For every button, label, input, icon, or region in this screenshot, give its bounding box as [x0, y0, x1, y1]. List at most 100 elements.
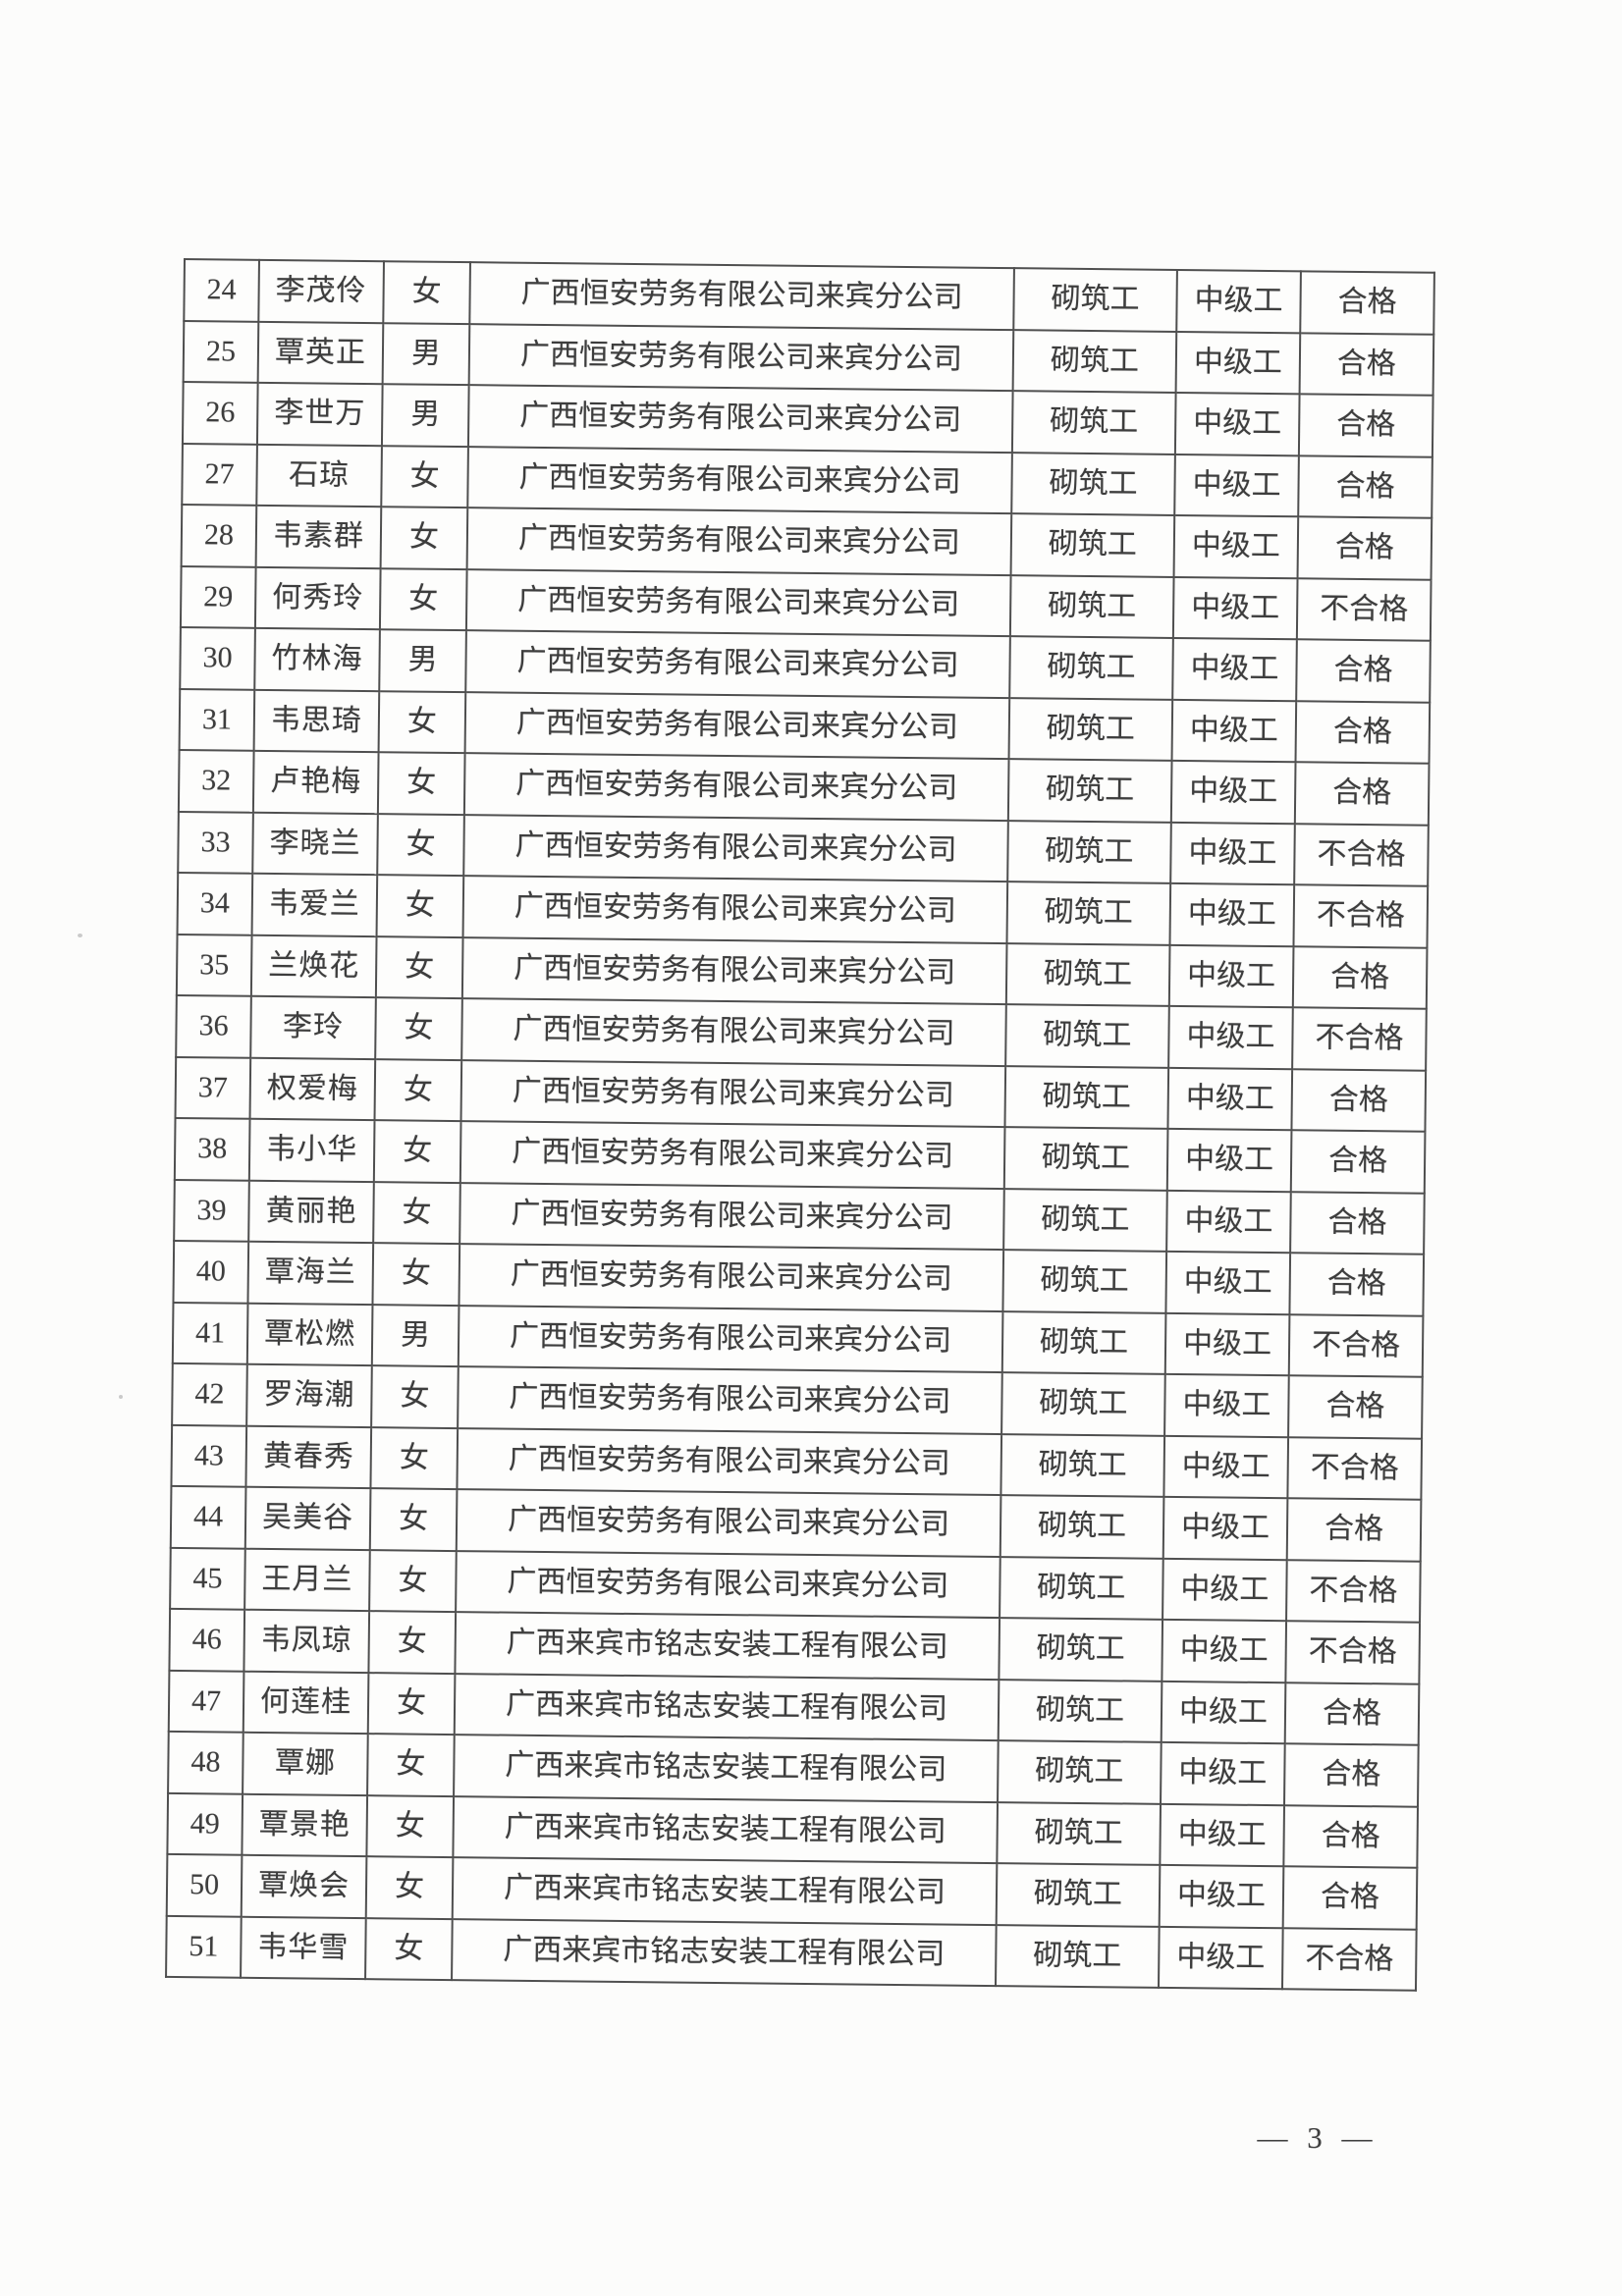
cell-result: 不合格: [1285, 1621, 1421, 1684]
cell-company: 广西来宾市铭志安装工程有限公司: [452, 1857, 998, 1925]
cell-name: 罗海潮: [246, 1363, 372, 1427]
cell-result: 不合格: [1293, 884, 1429, 948]
cell-name: 李茂伶: [258, 259, 384, 323]
cell-company: 广西来宾市铭志安装工程有限公司: [453, 1795, 999, 1864]
cell-no: 42: [172, 1362, 247, 1426]
cell-gender: 女: [369, 1488, 458, 1551]
cell-result: 合格: [1284, 1743, 1419, 1807]
cell-company: 广西恒安劳务有限公司来宾分公司: [465, 568, 1011, 637]
cell-result: 不合格: [1292, 1007, 1427, 1071]
cell-no: 51: [166, 1915, 242, 1978]
cell-level: 中级工: [1170, 760, 1296, 824]
cell-result: 不合格: [1294, 823, 1429, 886]
cell-company: 广西恒安劳务有限公司来宾分公司: [465, 630, 1010, 698]
cell-occupation: 砌筑工: [1011, 391, 1176, 454]
cell-gender: 女: [377, 813, 464, 877]
cell-result: 合格: [1292, 945, 1428, 1009]
cell-result: 不合格: [1281, 1927, 1417, 1991]
cell-name: 兰焕花: [250, 934, 377, 998]
cell-gender: 男: [381, 384, 469, 447]
cell-level: 中级工: [1165, 1251, 1291, 1314]
cell-occupation: 砌筑工: [996, 1924, 1160, 1988]
cell-gender: 女: [368, 1611, 457, 1674]
cell-no: 39: [174, 1179, 249, 1242]
cell-level: 中级工: [1167, 1067, 1293, 1131]
cell-no: 29: [180, 565, 256, 628]
cell-name: 吴美谷: [244, 1486, 371, 1550]
cell-occupation: 砌筑工: [1009, 636, 1173, 700]
cell-result: 合格: [1290, 1191, 1425, 1255]
cell-no: 37: [175, 1056, 251, 1119]
cell-gender: 女: [377, 752, 465, 815]
cell-result: 不合格: [1287, 1436, 1423, 1500]
cell-result: 合格: [1286, 1498, 1422, 1562]
cell-company: 广西恒安劳务有限公司来宾分公司: [468, 323, 1014, 392]
cell-name: 王月兰: [244, 1548, 370, 1612]
cell-level: 中级工: [1174, 392, 1300, 455]
page-number: — 3 —: [1257, 2120, 1379, 2155]
cell-company: 广西恒安劳务有限公司来宾分公司: [464, 691, 1010, 760]
cell-occupation: 砌筑工: [1000, 1556, 1163, 1620]
cell-result: 合格: [1291, 1068, 1427, 1132]
cell-company: 广西来宾市铭志安装工程有限公司: [455, 1612, 1000, 1680]
cell-level: 中级工: [1168, 944, 1294, 1008]
cell-name: 黄丽艳: [248, 1180, 374, 1244]
cell-gender: 女: [381, 445, 468, 508]
cell-no: 34: [177, 872, 253, 935]
cell-gender: 女: [383, 261, 470, 324]
cell-name: 竹林海: [254, 627, 380, 691]
cell-occupation: 砌筑工: [1000, 1433, 1165, 1497]
cell-gender: 女: [375, 935, 463, 999]
cell-level: 中级工: [1170, 822, 1295, 885]
cell-no: 50: [166, 1853, 243, 1917]
cell-company: 广西恒安劳务有限公司来宾分公司: [467, 385, 1013, 453]
cell-no: 27: [182, 443, 257, 506]
cell-name: 李晓兰: [252, 812, 378, 876]
cell-level: 中级工: [1159, 1864, 1284, 1928]
cell-company: 广西恒安劳务有限公司来宾分公司: [463, 753, 1009, 821]
cell-no: 30: [180, 626, 255, 690]
cell-level: 中级工: [1174, 454, 1299, 517]
results-table: 24 李茂伶女广西恒安劳务有限公司来宾分公司 砌筑工 中级工 合格 25 覃英正男广西恒安劳…: [165, 258, 1435, 1992]
cell-result: 合格: [1294, 762, 1430, 826]
cell-company: 广西恒安劳务有限公司来宾分公司: [459, 1244, 1004, 1311]
cell-result: 合格: [1295, 700, 1431, 764]
cell-no: 28: [181, 504, 257, 567]
cell-company: 广西恒安劳务有限公司来宾分公司: [466, 507, 1012, 575]
cell-result: 合格: [1282, 1866, 1418, 1930]
cell-level: 中级工: [1169, 882, 1295, 946]
cell-company: 广西来宾市铭志安装工程有限公司: [454, 1673, 1000, 1741]
cell-no: 44: [170, 1485, 246, 1549]
cell-company: 广西恒安劳务有限公司来宾分公司: [460, 1182, 1004, 1251]
cell-company: 广西恒安劳务有限公司来宾分公司: [461, 998, 1006, 1066]
cell-level: 中级工: [1168, 1005, 1293, 1069]
cell-result: 不合格: [1288, 1313, 1424, 1377]
cell-level: 中级工: [1164, 1312, 1290, 1376]
cell-result: 合格: [1298, 394, 1433, 457]
cell-occupation: 砌筑工: [1012, 329, 1177, 393]
cell-gender: 女: [369, 1549, 457, 1613]
cell-no: 47: [168, 1670, 244, 1733]
cell-occupation: 砌筑工: [998, 1740, 1162, 1804]
cell-gender: 女: [371, 1365, 459, 1428]
cell-company: 广西来宾市铭志安装工程有限公司: [454, 1735, 999, 1802]
cell-company: 广西恒安劳务有限公司来宾分公司: [458, 1305, 1003, 1373]
cell-occupation: 砌筑工: [1011, 452, 1175, 515]
cell-name: 石琼: [256, 444, 382, 507]
cell-level: 中级工: [1166, 1128, 1292, 1192]
cell-occupation: 砌筑工: [1010, 513, 1175, 577]
cell-no: 32: [178, 749, 254, 813]
cell-gender: 男: [382, 322, 470, 386]
cell-company: 广西恒安劳务有限公司来宾分公司: [456, 1489, 1001, 1557]
cell-occupation: 砌筑工: [1005, 1004, 1169, 1068]
cell-company: 广西恒安劳务有限公司来宾分公司: [469, 262, 1014, 330]
cell-level: 中级工: [1176, 269, 1301, 333]
cell-gender: 女: [373, 1181, 460, 1245]
cell-occupation: 砌筑工: [1006, 881, 1171, 945]
cell-level: 中级工: [1171, 699, 1297, 763]
cell-no: 33: [178, 811, 253, 874]
cell-company: 广西恒安劳务有限公司来宾分公司: [467, 446, 1012, 514]
cell-level: 中级工: [1166, 1190, 1291, 1254]
cell-gender: 女: [379, 567, 467, 631]
